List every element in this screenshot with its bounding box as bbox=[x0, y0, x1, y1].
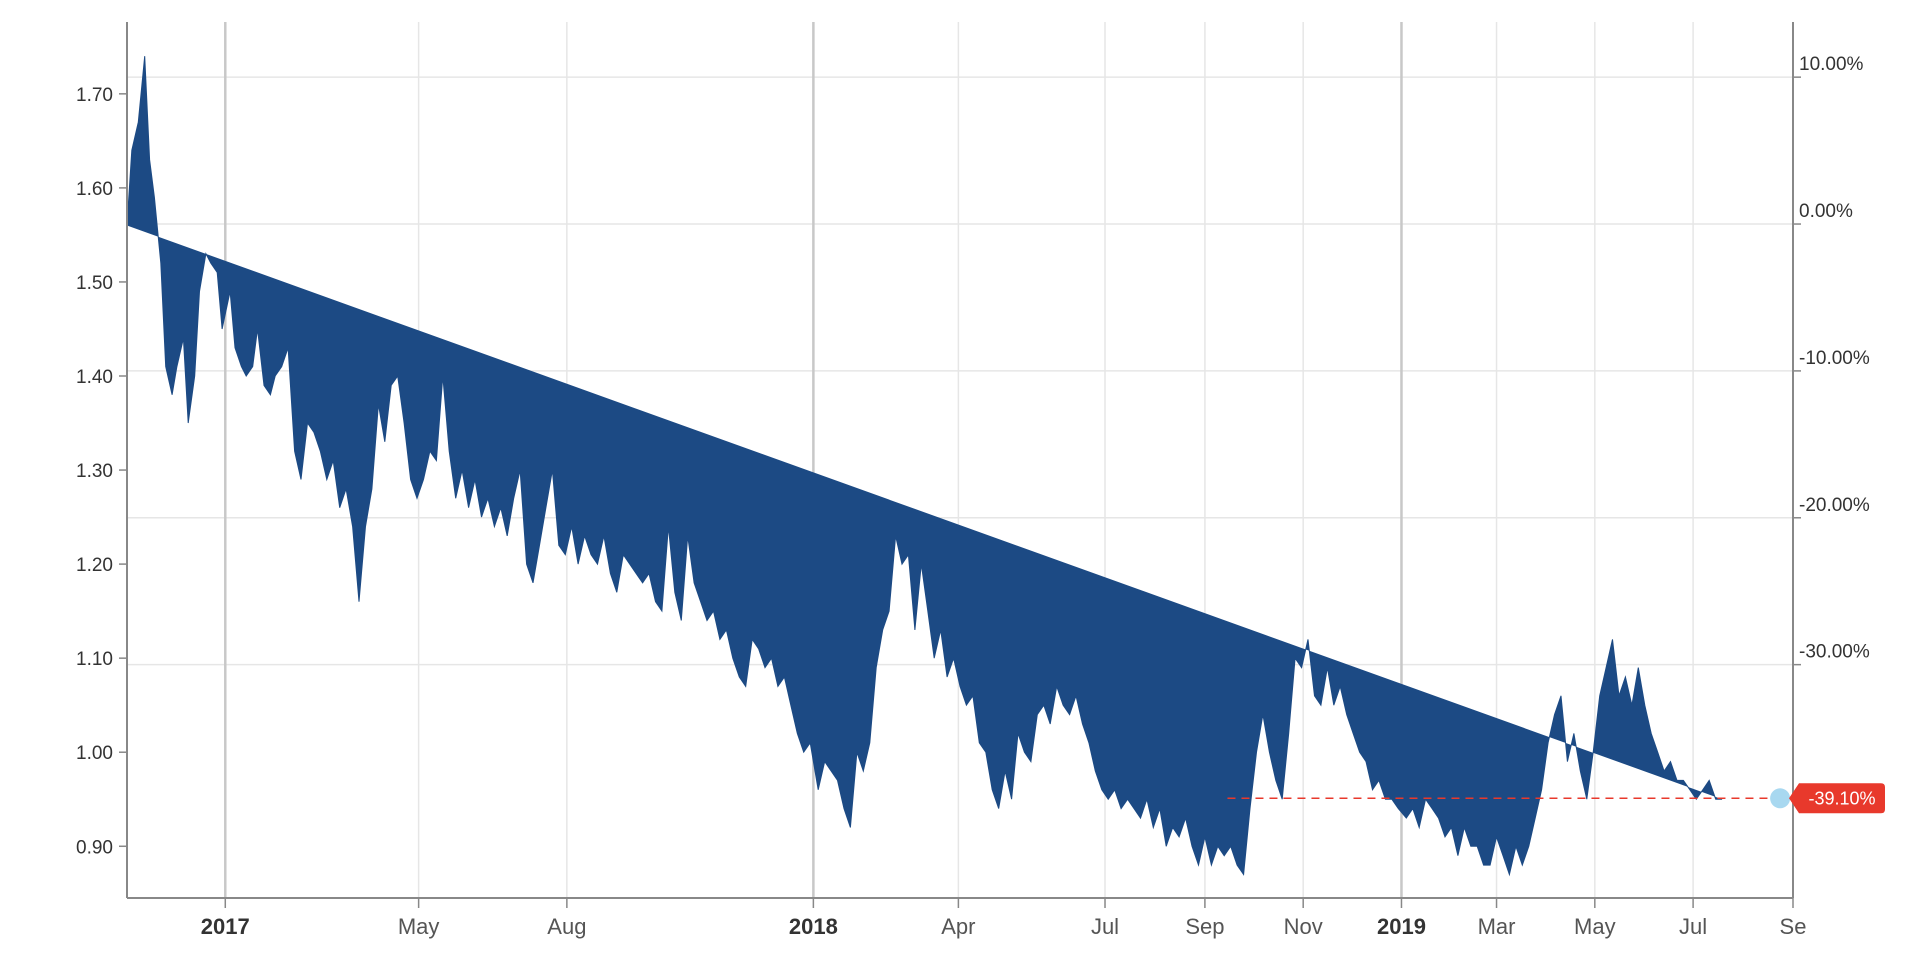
y-right-tick-label: -30.00% bbox=[1799, 642, 1870, 663]
x-axis-ticks: 2017 May Aug 2018 Apr Jul Sep Nov 2019 Mar May Jul S… bbox=[201, 898, 1807, 939]
x-tick-label: 2019 bbox=[1377, 914, 1426, 939]
y-left-tick-label: 1.30 bbox=[76, 461, 113, 482]
y-left-tick-label: 1.10 bbox=[76, 649, 113, 670]
y-left-tick-label: 1.20 bbox=[76, 555, 113, 576]
y-left-tick-label: 1.00 bbox=[76, 743, 113, 764]
x-tick-label: Aug bbox=[547, 914, 586, 939]
y-right-tick-label: -20.00% bbox=[1799, 495, 1870, 516]
y-left-tick-label: 1.60 bbox=[76, 179, 113, 200]
x-tick-label: 2017 bbox=[201, 914, 250, 939]
last-change-badge bbox=[1789, 783, 1885, 814]
y-right-tick-label: 10.00% bbox=[1799, 54, 1864, 75]
y-right-tick-label: -10.00% bbox=[1799, 348, 1870, 369]
price-area-series bbox=[126, 56, 1723, 877]
x-tick-label: Mar bbox=[1478, 914, 1516, 939]
y-axis-right-ticks: -30.00% -20.00% -10.00% 0.00% 10.00% bbox=[1793, 54, 1870, 666]
x-tick-label: May bbox=[1574, 914, 1616, 939]
x-tick-label: Apr bbox=[941, 914, 975, 939]
x-tick-label: Sep bbox=[1185, 914, 1224, 939]
price-area-fill bbox=[126, 56, 1723, 877]
x-tick-label: Nov bbox=[1284, 914, 1323, 939]
y-left-tick-label: 1.70 bbox=[76, 85, 113, 106]
y-right-tick-label: 0.00% bbox=[1799, 201, 1853, 222]
x-tick-label: May bbox=[398, 914, 440, 939]
x-tick-label: Jul bbox=[1679, 914, 1707, 939]
x-tick-label: 2018 bbox=[789, 914, 838, 939]
last-value-marker-group: -39.10% bbox=[1227, 783, 1885, 814]
y-left-tick-label: 1.40 bbox=[76, 367, 113, 388]
last-value-marker[interactable] bbox=[1770, 788, 1791, 809]
y-left-tick-label: 0.90 bbox=[76, 837, 113, 858]
y-left-tick-label: 1.50 bbox=[76, 273, 113, 294]
y-axis-left-ticks: 0.90 1.00 1.10 1.20 1.30 1.40 1.50 1.60 1.70 bbox=[76, 85, 127, 858]
x-tick-label: Jul bbox=[1091, 914, 1119, 939]
x-tick-label: Se bbox=[1780, 914, 1807, 939]
last-change-badge-label: -39.10% bbox=[1808, 788, 1875, 808]
